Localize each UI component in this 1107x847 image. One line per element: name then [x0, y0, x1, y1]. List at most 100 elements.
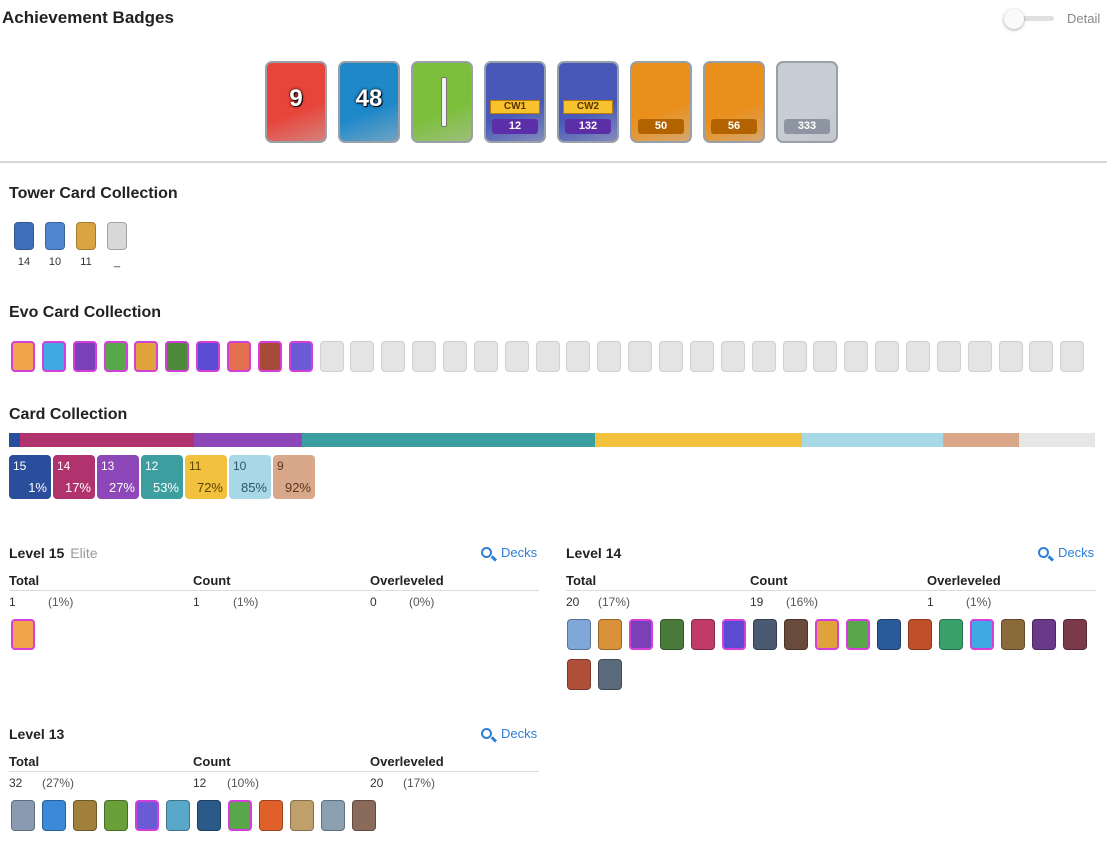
evo-card-locked[interactable]	[536, 341, 560, 372]
level-14-title: Level 14	[566, 545, 622, 561]
card[interactable]	[73, 800, 97, 831]
collection-section-title: Card Collection	[9, 406, 128, 423]
card[interactable]	[598, 659, 622, 690]
card[interactable]	[352, 800, 376, 831]
cw1-badge[interactable]: CW1 12	[484, 61, 546, 143]
level-box[interactable]: 12 53%	[141, 455, 183, 499]
cw2-badge[interactable]: CW2 132	[557, 61, 619, 143]
evo-card-locked[interactable]	[320, 341, 344, 372]
card[interactable]	[660, 619, 684, 650]
card[interactable]	[11, 800, 35, 831]
evo-card-locked[interactable]	[721, 341, 745, 372]
tower-card[interactable]: 14	[13, 222, 35, 268]
toggle-knob[interactable]	[1004, 9, 1024, 29]
evo-card[interactable]	[11, 619, 35, 650]
card[interactable]	[753, 619, 777, 650]
evo-card-locked[interactable]	[690, 341, 714, 372]
evo-card[interactable]	[846, 619, 870, 650]
evo-card[interactable]	[228, 800, 252, 831]
evo-card-locked[interactable]	[1029, 341, 1053, 372]
crl-badge[interactable]: 50	[630, 61, 692, 143]
evo-card-locked[interactable]	[628, 341, 652, 372]
detail-toggle[interactable]	[1004, 9, 1054, 29]
card[interactable]	[567, 619, 591, 650]
crown-badge[interactable]: 56	[703, 61, 765, 143]
header-divider	[9, 590, 539, 591]
card[interactable]	[908, 619, 932, 650]
card[interactable]	[877, 619, 901, 650]
card[interactable]	[1063, 619, 1087, 650]
evo-card[interactable]	[815, 619, 839, 650]
card[interactable]	[104, 800, 128, 831]
level-box[interactable]: 15 1%	[9, 455, 51, 499]
evo-card[interactable]	[227, 341, 251, 372]
evo-card-locked[interactable]	[968, 341, 992, 372]
evo-card[interactable]	[135, 800, 159, 831]
evo-card[interactable]	[42, 341, 66, 372]
evo-card-locked[interactable]	[1060, 341, 1084, 372]
level-14-decks-link[interactable]: Decks	[1038, 545, 1094, 560]
evo-card-locked[interactable]	[505, 341, 529, 372]
card[interactable]	[42, 800, 66, 831]
tower-card[interactable]: _	[106, 222, 128, 268]
evo-card[interactable]	[11, 341, 35, 372]
level-box[interactable]: 9 92%	[273, 455, 315, 499]
tower-icon	[76, 222, 96, 250]
evo-card[interactable]	[258, 341, 282, 372]
search-icon	[481, 547, 492, 558]
card[interactable]	[784, 619, 808, 650]
level-box[interactable]: 13 27%	[97, 455, 139, 499]
evo-card-locked[interactable]	[597, 341, 621, 372]
card[interactable]	[321, 800, 345, 831]
level-box[interactable]: 11 72%	[185, 455, 227, 499]
evo-card-locked[interactable]	[844, 341, 868, 372]
level-box[interactable]: 14 17%	[53, 455, 95, 499]
card[interactable]	[598, 619, 622, 650]
years-played-badge[interactable]: 9	[265, 61, 327, 143]
evo-card-locked[interactable]	[443, 341, 467, 372]
evo-card[interactable]	[970, 619, 994, 650]
tower-card[interactable]: 10	[44, 222, 66, 268]
evo-card[interactable]	[196, 341, 220, 372]
evo-card-locked[interactable]	[813, 341, 837, 372]
evo-card[interactable]	[289, 341, 313, 372]
level-badge[interactable]: 48	[338, 61, 400, 143]
card[interactable]	[939, 619, 963, 650]
evo-card[interactable]	[722, 619, 746, 650]
card[interactable]	[166, 800, 190, 831]
level-15-decks-link[interactable]: Decks	[481, 545, 537, 560]
level-box[interactable]: 10 85%	[229, 455, 271, 499]
evo-card[interactable]	[134, 341, 158, 372]
evo-card-locked[interactable]	[783, 341, 807, 372]
card[interactable]	[290, 800, 314, 831]
level-13-decks-link[interactable]: Decks	[481, 726, 537, 741]
card[interactable]	[259, 800, 283, 831]
evo-card[interactable]	[104, 341, 128, 372]
tower-card[interactable]: 11	[75, 222, 97, 268]
collection-badge[interactable]: 333	[776, 61, 838, 143]
evo-card-locked[interactable]	[752, 341, 776, 372]
card[interactable]	[691, 619, 715, 650]
card[interactable]	[567, 659, 591, 690]
evo-card-locked[interactable]	[566, 341, 590, 372]
evo-card-locked[interactable]	[412, 341, 436, 372]
evo-card-locked[interactable]	[875, 341, 899, 372]
evo-card-locked[interactable]	[474, 341, 498, 372]
evo-card-locked[interactable]	[381, 341, 405, 372]
classic-badge[interactable]	[411, 61, 473, 143]
card[interactable]	[197, 800, 221, 831]
evo-card[interactable]	[165, 341, 189, 372]
search-icon	[1038, 547, 1049, 558]
toggle-track	[1010, 16, 1054, 21]
evo-card-locked[interactable]	[659, 341, 683, 372]
card[interactable]	[1032, 619, 1056, 650]
level-number: 14	[57, 459, 71, 473]
evo-card[interactable]	[73, 341, 97, 372]
count-header: Count	[193, 754, 231, 769]
evo-card-locked[interactable]	[906, 341, 930, 372]
evo-card-locked[interactable]	[937, 341, 961, 372]
evo-card-locked[interactable]	[999, 341, 1023, 372]
evo-card-locked[interactable]	[350, 341, 374, 372]
evo-card[interactable]	[629, 619, 653, 650]
card[interactable]	[1001, 619, 1025, 650]
